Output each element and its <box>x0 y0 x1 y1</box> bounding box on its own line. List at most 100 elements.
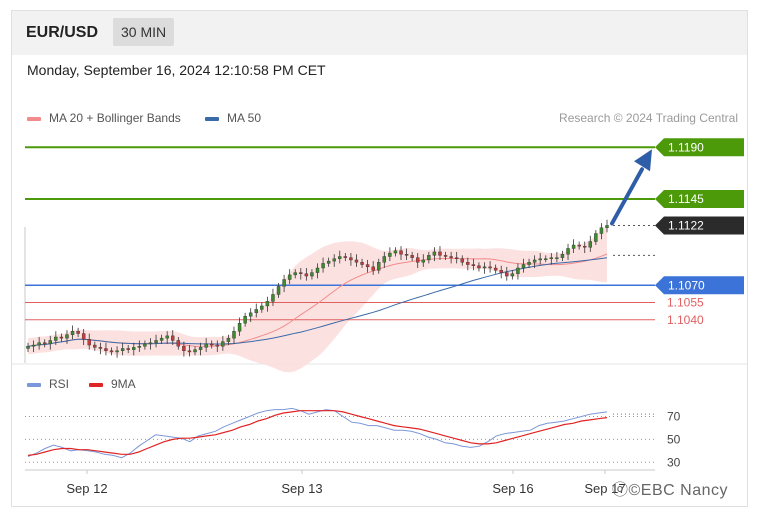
candle-body <box>516 267 520 274</box>
level-tag-1.1122 <box>655 216 744 235</box>
candle-body <box>438 251 442 256</box>
candle-body <box>332 258 336 262</box>
timestamp: Monday, September 16, 2024 12:10:58 PM C… <box>27 62 326 78</box>
candle-body <box>171 335 175 341</box>
candle-body <box>310 272 314 277</box>
9ma-swatch <box>89 382 103 387</box>
watermark: ⓞ©EBC Nancy <box>612 482 728 499</box>
level-label-1.1070: 1.1070 <box>668 278 705 292</box>
candle-body <box>577 244 581 247</box>
ma20-swatch <box>27 116 41 121</box>
legend-rsi: RSI <box>27 377 69 391</box>
candle-body <box>282 279 286 287</box>
candle-body <box>59 336 64 339</box>
candle-body <box>482 266 487 269</box>
candle-body <box>382 256 387 263</box>
candle-body <box>583 245 587 248</box>
candle-body <box>343 256 348 258</box>
candle-body <box>388 252 392 257</box>
candle-body <box>338 256 342 259</box>
candle-body <box>81 333 86 340</box>
candle-body <box>315 267 320 273</box>
level-label-1.1145: 1.1145 <box>668 192 704 206</box>
candle-body <box>176 340 181 347</box>
candle-body <box>404 253 409 256</box>
candle-body <box>65 334 69 339</box>
candle-body <box>276 286 281 295</box>
candle-body <box>254 309 258 314</box>
candle-body <box>599 227 604 234</box>
candle-body <box>198 347 203 350</box>
candle-body <box>493 267 498 271</box>
candle-body <box>349 257 353 261</box>
candle-body <box>532 259 537 263</box>
candle-body <box>427 255 431 261</box>
candle-body <box>115 350 119 353</box>
candle-body <box>165 335 169 339</box>
candle-body <box>204 343 208 348</box>
candle-body <box>87 339 91 346</box>
timeframe-button[interactable]: 30 MIN <box>113 18 175 46</box>
rsi-tick-30: 30 <box>667 455 681 469</box>
candle-body <box>76 331 80 334</box>
candle-body <box>287 274 292 280</box>
candle-body <box>299 272 303 274</box>
legend-ma50-label: MA 50 <box>227 111 262 125</box>
candle-body <box>393 250 398 254</box>
rsi-swatch <box>27 382 41 387</box>
candle-body <box>594 233 598 242</box>
candle-body <box>544 258 548 260</box>
candle-body <box>410 255 414 258</box>
level-label-1.1190: 1.1190 <box>668 140 704 154</box>
candle-body <box>571 244 576 249</box>
candle-body <box>237 323 242 332</box>
candle-body <box>566 248 570 255</box>
candle-body <box>148 342 153 345</box>
chart-header: EUR/USD 30 MIN <box>12 11 747 55</box>
research-credit: Research © 2024 Trading Central <box>559 111 738 125</box>
bollinger-band <box>28 225 607 373</box>
candle-body <box>109 350 114 353</box>
candle-body <box>605 225 609 228</box>
candle-body <box>365 264 370 268</box>
candle-body <box>232 331 236 339</box>
candle-body <box>399 250 403 255</box>
legend-ma20: MA 20 + Bollinger Bands <box>27 111 181 125</box>
candle-body <box>588 241 593 248</box>
candle-body <box>521 264 526 269</box>
candle-body <box>104 348 108 351</box>
candle-body <box>120 348 125 351</box>
instrument-title: EUR/USD <box>26 24 99 41</box>
legend-ma20-label: MA 20 + Bollinger Bands <box>49 111 181 125</box>
candle-body <box>488 266 492 269</box>
level-label-1.1055: 1.1055 <box>667 296 704 310</box>
candle-body <box>260 305 264 310</box>
candle-body <box>560 253 565 258</box>
candle-body <box>326 260 331 264</box>
candle-body <box>527 262 531 265</box>
ma50-line <box>27 257 608 347</box>
x-tick-label-Sep-12: Sep 12 <box>66 481 107 496</box>
candle-body <box>443 255 448 257</box>
candle-body <box>54 336 58 341</box>
candle-body <box>210 343 214 346</box>
candle-body <box>182 346 186 352</box>
candle-body <box>505 272 509 277</box>
candle-body <box>499 270 503 273</box>
candle-body <box>98 347 103 349</box>
candle-body <box>187 350 192 353</box>
rsi-tick-50: 50 <box>667 432 681 446</box>
candle-body <box>26 346 30 349</box>
candle-body <box>42 342 47 345</box>
candle-body <box>265 301 270 307</box>
candle-body <box>538 258 542 261</box>
level-label-1.1040: 1.1040 <box>667 313 704 327</box>
rsi-9ma-line <box>27 410 608 456</box>
candle-body <box>466 262 470 265</box>
candle-body <box>421 259 425 263</box>
candle-body <box>143 343 147 347</box>
candle-body <box>377 262 381 271</box>
candle-body <box>37 342 41 346</box>
legend-9ma: 9MA <box>89 377 136 391</box>
level-tag-1.1070 <box>655 276 744 295</box>
